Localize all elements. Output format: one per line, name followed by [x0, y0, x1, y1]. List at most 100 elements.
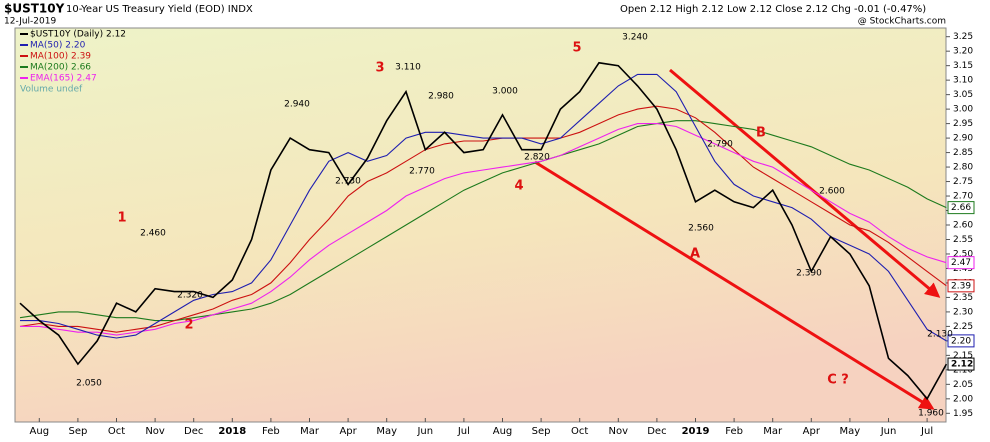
y-tick-label: 3.10 [953, 76, 973, 86]
price-label: 2.820 [524, 153, 550, 163]
legend-label: EMA(165) 2.47 [30, 74, 97, 84]
y-tick-label: 2.95 [953, 119, 973, 129]
y-tick-label: 2.00 [953, 394, 973, 404]
price-label: 1.960 [918, 409, 944, 419]
y-tick-label: 2.60 [953, 221, 973, 231]
y-tick-label: 1.95 [953, 409, 973, 419]
series-line [20, 73, 947, 342]
y-tick-label: 2.55 [953, 235, 973, 245]
x-tick-label: Feb [262, 426, 280, 437]
x-tick-label: Aug [30, 426, 50, 437]
price-label: 2.940 [284, 100, 310, 110]
series-line [19, 105, 947, 333]
last-value: 2.20 [951, 336, 971, 346]
trend-arrow [669, 68, 941, 298]
y-tick-label: 2.30 [953, 307, 973, 317]
y-tick-label: 2.70 [953, 192, 973, 202]
wave-label: 5 [572, 41, 581, 56]
trend-arrow [534, 160, 935, 410]
x-tick-label: Mar [763, 426, 783, 437]
x-tick-label: Dec [647, 426, 666, 437]
y-tick-label: 3.20 [953, 47, 973, 57]
legend-label: MA(50) 2.20 [30, 41, 86, 51]
x-tick-label: May [376, 426, 397, 437]
source: @ StockCharts.com [858, 17, 946, 27]
wave-label: 1 [117, 211, 126, 226]
x-tick-label: Dec [184, 426, 203, 437]
series-line [20, 123, 947, 336]
y-tick-label: 2.50 [953, 249, 973, 259]
legend-label: MA(200) 2.66 [30, 63, 91, 73]
price-label: 3.240 [622, 33, 648, 43]
wave-label: A [690, 247, 700, 262]
plot-area [14, 27, 947, 423]
price-label: 2.460 [140, 229, 166, 239]
series-line [19, 61, 948, 401]
price-label: 3.000 [492, 87, 518, 97]
x-tick-label: Apr [339, 426, 357, 437]
x-tick-label: Oct [571, 426, 588, 437]
price-label: 2.560 [688, 224, 714, 234]
legend-label: $UST10Y (Daily) 2.12 [30, 30, 126, 40]
symbol: $UST10Y [4, 2, 65, 16]
x-tick-label: Jun [416, 426, 433, 437]
price-label: 2.770 [409, 167, 435, 177]
last-value-box [947, 201, 975, 215]
last-value: 2.12 [951, 360, 973, 370]
last-value-box [947, 279, 975, 293]
y-tick-label: 2.05 [953, 380, 973, 390]
last-value-box [947, 357, 975, 371]
wave-label: C ? [827, 373, 849, 388]
x-tick-label: Jul [457, 426, 470, 437]
wave-label: 3 [375, 61, 384, 76]
x-tick-label: Mar [300, 426, 320, 437]
x-tick-label: 2018 [218, 426, 246, 437]
price-label: 2.050 [76, 379, 102, 389]
wave-label: 2 [184, 318, 193, 333]
y-tick-label: 2.80 [953, 163, 973, 173]
y-tick-label: 2.85 [953, 148, 973, 158]
price-label: 2.980 [428, 92, 454, 102]
legend-label: Volume undef [20, 85, 83, 95]
last-value-box [947, 334, 975, 348]
x-tick-label: Sep [68, 426, 87, 437]
last-value: 2.66 [951, 203, 971, 213]
price-label: 2.730 [335, 177, 361, 187]
y-tick-label: 2.90 [953, 134, 973, 144]
wave-label: 4 [514, 179, 523, 194]
x-tick-label: May [840, 426, 861, 437]
wave-label: B [756, 126, 766, 141]
price-label: 2.390 [796, 269, 822, 279]
x-tick-label: Nov [609, 426, 629, 437]
date: 12-Jul-2019 [4, 17, 56, 27]
x-tick-label: Apr [803, 426, 821, 437]
y-tick-label: 2.25 [953, 322, 973, 332]
x-tick-label: Jul [920, 426, 933, 437]
price-label: 2.130 [927, 330, 953, 340]
x-tick-label: Nov [145, 426, 165, 437]
x-tick-label: Jun [880, 426, 897, 437]
y-tick-label: 3.05 [953, 90, 973, 100]
x-tick-label: Feb [725, 426, 743, 437]
last-value-box [947, 256, 975, 270]
price-label: 2.790 [707, 140, 733, 150]
y-tick-label: 3.00 [953, 105, 973, 115]
legend-label: MA(100) 2.39 [30, 52, 91, 62]
last-value: 2.39 [951, 281, 971, 291]
x-tick-label: 2019 [682, 426, 710, 437]
y-tick-label: 2.75 [953, 177, 973, 187]
price-label: 2.320 [177, 291, 203, 301]
price-label: 3.110 [395, 63, 421, 73]
x-tick-label: Sep [532, 426, 551, 437]
quote: Open 2.12 High 2.12 Low 2.12 Close 2.12 … [620, 4, 926, 15]
x-tick-label: Aug [493, 426, 513, 437]
chart-title: 10-Year US Treasury Yield (EOD) INDX [66, 4, 253, 15]
price-label: 2.600 [819, 187, 845, 197]
last-value: 2.47 [951, 258, 971, 268]
x-tick-label: Oct [108, 426, 125, 437]
y-tick-label: 3.15 [953, 61, 973, 71]
y-tick-label: 2.15 [953, 351, 973, 361]
y-tick-label: 2.35 [953, 293, 973, 303]
y-tick-label: 3.25 [953, 32, 973, 42]
